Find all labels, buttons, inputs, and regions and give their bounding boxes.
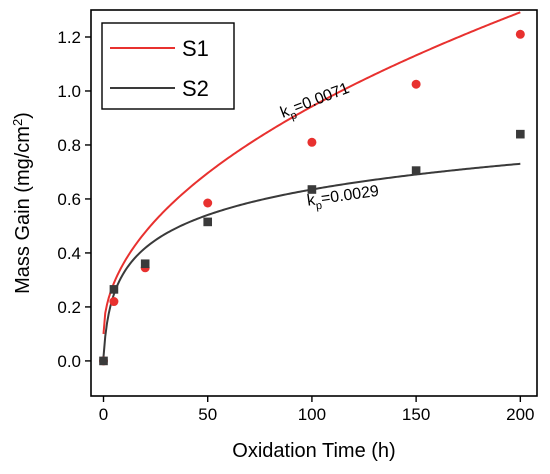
data-point (307, 185, 317, 194)
data-points (99, 29, 525, 366)
y-axis-title-close: ) (12, 112, 34, 119)
data-point (140, 259, 150, 269)
y-axis-title: Mass Gain (mg/cm2) (10, 112, 34, 294)
y-tick-label: 0.8 (57, 136, 81, 155)
data-point (515, 29, 525, 39)
data-point (411, 166, 421, 175)
y-tick-label: 1.0 (57, 82, 81, 101)
kp-annotation: kp=0.0029 (306, 183, 381, 214)
data-point (109, 285, 119, 294)
x-tick-label: 150 (402, 405, 430, 424)
y-tick-label: 0.6 (57, 190, 81, 209)
legend-label-s1: S1 (182, 36, 209, 61)
x-axis-title: Oxidation Time (h) (232, 440, 395, 462)
data-point (203, 217, 213, 227)
fit-curve (102, 11, 521, 335)
y-tick-label: 0.4 (57, 244, 81, 263)
x-tick-label: 50 (198, 405, 217, 424)
data-point (203, 198, 213, 208)
data-point (516, 129, 525, 139)
kp-annotation: kp=0.0071 (278, 80, 353, 126)
x-tick-label: 200 (506, 405, 534, 424)
plot-frame (90, 9, 538, 397)
y-axis-title-main: Mass Gain (mg/cm (12, 126, 34, 294)
y-tick-label: 1.2 (57, 28, 81, 47)
x-tick-label: 0 (99, 405, 108, 424)
legend-box (101, 22, 235, 110)
data-point (109, 297, 119, 307)
data-point (99, 356, 108, 366)
data-point (411, 79, 421, 89)
x-tick-label: 100 (298, 405, 326, 424)
legend-label-s2: S2 (182, 76, 209, 101)
y-axis-title-sup: 2 (10, 119, 25, 126)
y-tick-label: 0.0 (57, 352, 81, 371)
y-tick-label: 0.2 (57, 298, 81, 317)
data-point (307, 137, 317, 147)
legend: S1 S2 (101, 22, 235, 110)
axis-ticks: 0 50 100 150 200 0.0 0.2 0.4 0.6 0.8 1.0 1.2 (57, 28, 534, 424)
